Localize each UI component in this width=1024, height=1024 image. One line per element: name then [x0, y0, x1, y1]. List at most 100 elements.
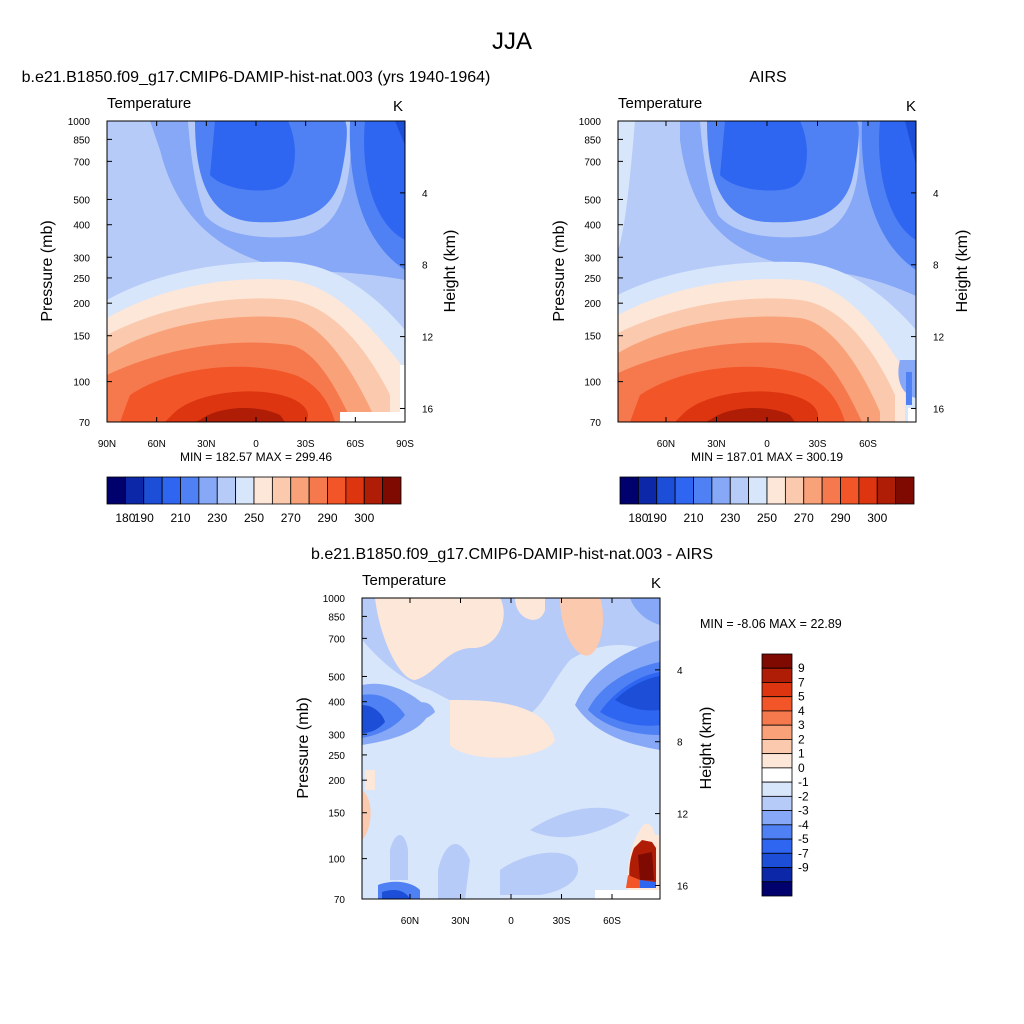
y-tick-label: 500 [73, 195, 90, 206]
x-axis-ticks: 60N 30N 0 30S 60S [401, 598, 621, 927]
x-tick-label: 60N [147, 439, 165, 450]
colorbar-label: 230 [207, 511, 227, 525]
colorbar-label: 1 [798, 747, 805, 761]
y-tick-label: 150 [328, 809, 345, 820]
left-string: Temperature [362, 572, 446, 589]
y-tick-label: 70 [590, 418, 602, 429]
colorbar-label: 5 [798, 690, 805, 704]
colorbar-box [761, 795, 793, 811]
y-tick-label: 300 [584, 253, 601, 264]
panel-airs: AIRS Temperature K 70 100 150 200 250 300 400 [551, 69, 971, 525]
height-tick-label: 16 [933, 404, 945, 415]
colorbar-box [382, 476, 402, 505]
x-tick-label: 0 [764, 439, 770, 450]
height-axis-ticks: 16 12 8 4 [655, 666, 689, 892]
x-tick-label: 60S [346, 439, 364, 450]
colorbar-box [761, 867, 793, 883]
x-tick-label: 30S [553, 916, 571, 927]
colorbar-box [761, 767, 793, 783]
colorbar-box [327, 476, 347, 505]
y-axis-label: Pressure (mb) [551, 220, 568, 321]
y-tick-label: 850 [73, 135, 90, 146]
panel-title: b.e21.B1850.f09_g17.CMIP6-DAMIP-hist-nat… [22, 69, 491, 86]
colorbar-label: 9 [798, 661, 805, 675]
colorbar-box [729, 476, 750, 505]
y-tick-label: 850 [584, 135, 601, 146]
colorbar-label: -9 [798, 861, 809, 875]
colorbar-box [761, 667, 793, 683]
colorbar-label: 0 [798, 761, 805, 775]
colorbar-label: -1 [798, 775, 809, 789]
y-tick-label: 250 [584, 274, 601, 285]
x-tick-label: 60N [657, 439, 675, 450]
colorbar-box [761, 710, 793, 726]
colorbar-box [784, 476, 805, 505]
min-max-stats: MIN = 187.01 MAX = 300.19 [691, 450, 843, 464]
colorbar-label: 7 [798, 675, 805, 689]
height-tick-label: 8 [422, 261, 428, 272]
left-string: Temperature [107, 95, 191, 112]
colorbar-label: 270 [281, 511, 301, 525]
height-axis-label: Height (km) [442, 230, 459, 313]
colorbar-label: 190 [134, 511, 154, 525]
colorbar-label: 180 [115, 511, 135, 525]
x-tick-label: 90S [396, 439, 414, 450]
height-tick-label: 4 [933, 189, 939, 200]
colorbar-box [161, 476, 181, 505]
colorbar-label: 300 [354, 511, 374, 525]
colorbar-label: 290 [830, 511, 850, 525]
colorbar-label: -7 [798, 846, 809, 860]
colorbar-box [761, 810, 793, 826]
colorbar-box [895, 476, 915, 505]
colorbar-label: 250 [757, 511, 777, 525]
colorbar-box [803, 476, 823, 505]
colorbar-label: 230 [720, 511, 740, 525]
height-tick-label: 16 [422, 404, 434, 415]
temperature-contour-field [618, 121, 916, 422]
panel-difference: b.e21.B1850.f09_g17.CMIP6-DAMIP-hist-nat… [295, 546, 842, 927]
height-axis-ticks: 16 12 8 4 [400, 189, 434, 415]
height-tick-label: 12 [677, 810, 689, 821]
colorbar-label: 2 [798, 732, 805, 746]
colorbar-box [216, 476, 237, 505]
difference-contour-field [362, 598, 660, 899]
y-axis-ticks: 70 100 150 200 250 300 400 500 700 850 1000 [579, 117, 623, 429]
colorbar-box [858, 476, 878, 505]
colorbar-box [876, 476, 897, 505]
x-tick-label: 30S [297, 439, 315, 450]
height-axis-label: Height (km) [698, 707, 715, 790]
y-axis-ticks: 70 100 150 200 250 300 400 500 700 850 1000 [323, 594, 367, 906]
x-tick-label: 30N [451, 916, 469, 927]
colorbar-box [761, 852, 793, 868]
colorbar-box [821, 476, 841, 505]
colorbar-label: 3 [798, 718, 805, 732]
colorbar-label: 250 [244, 511, 264, 525]
colorbar-box [143, 476, 163, 505]
y-tick-label: 700 [584, 157, 601, 168]
colorbar-box [253, 476, 273, 505]
colorbar-label: 210 [170, 511, 190, 525]
y-tick-label: 850 [328, 612, 345, 623]
x-tick-label: 30N [197, 439, 215, 450]
colorbar-box [345, 476, 365, 505]
y-tick-label: 1000 [579, 117, 602, 128]
colorbar-box [761, 781, 793, 797]
x-tick-label: 60S [859, 439, 877, 450]
height-tick-label: 4 [422, 189, 428, 200]
colorbar-box [290, 476, 310, 505]
y-tick-label: 300 [73, 253, 90, 264]
x-tick-label: 30N [707, 439, 725, 450]
panel-model: b.e21.B1850.f09_g17.CMIP6-DAMIP-hist-nat… [22, 69, 491, 525]
y-tick-label: 700 [73, 157, 90, 168]
height-tick-label: 12 [422, 333, 434, 344]
x-tick-label: 0 [253, 439, 259, 450]
colorbar-box [761, 739, 793, 755]
y-tick-label: 70 [79, 418, 91, 429]
colorbar-box [761, 838, 793, 854]
colorbar-box [198, 476, 218, 505]
colorbar-label: 290 [317, 511, 337, 525]
y-tick-label: 1000 [68, 117, 91, 128]
